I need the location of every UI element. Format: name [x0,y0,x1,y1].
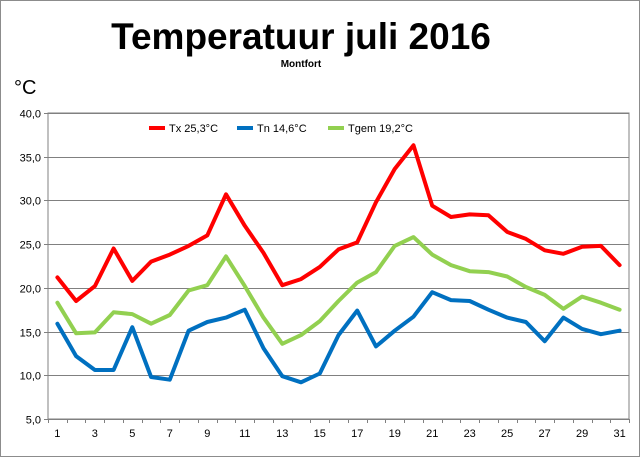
axes: 5,010,015,020,025,030,035,040,01 3 5 7 9 11 13… [20,109,630,440]
x-tick-label: 25 [501,428,513,440]
y-tick-label: 30,0 [20,196,41,208]
x-tick-label: 19 [389,428,401,440]
x-tick-label: 23 [464,428,476,440]
x-tick-label: 3 [92,428,98,440]
chart-title: Temperatuur juli 2016 [111,16,491,57]
x-tick-label: 29 [576,428,588,440]
legend-label: Tgem 19,2°C [348,123,413,135]
y-tick-label: 20,0 [20,284,41,296]
x-tick-label: 31 [614,428,626,440]
y-tick-label: 35,0 [20,153,41,165]
x-tick-label: 9 [204,428,210,440]
plot-area-border [47,112,630,420]
series-lines [55,143,622,385]
grid-lines [47,112,630,420]
series-line-3 [55,235,622,346]
x-tick-label: 7 [167,428,173,440]
y-tick-label: 15,0 [20,328,41,340]
legend: Tx 25,3°C Tn 14,6°C Tgem 19,2°C [149,123,413,135]
x-tick-label: 11 [239,428,250,440]
y-tick-label: 25,0 [20,240,41,252]
y-tick-label: 40,0 [20,109,41,121]
y-tick-label: 10,0 [20,371,41,383]
chart-subtitle: Montfort [280,59,322,70]
legend-label: Tx 25,3°C [169,123,218,135]
x-tick-label: 5 [129,428,135,440]
x-tick-label: 21 [426,428,438,440]
y-axis-unit-label: °C [14,77,37,99]
y-tick-label: 5,0 [26,415,41,427]
series-line-1 [55,143,622,303]
x-tick-label: 15 [314,428,326,440]
series-line-2 [55,290,622,385]
x-tick-label: 17 [351,428,363,440]
x-tick-label: 1 [54,428,60,440]
x-tick-label: 27 [539,428,551,440]
legend-label: Tn 14,6°C [257,123,307,135]
x-tick-label: 13 [276,428,288,440]
